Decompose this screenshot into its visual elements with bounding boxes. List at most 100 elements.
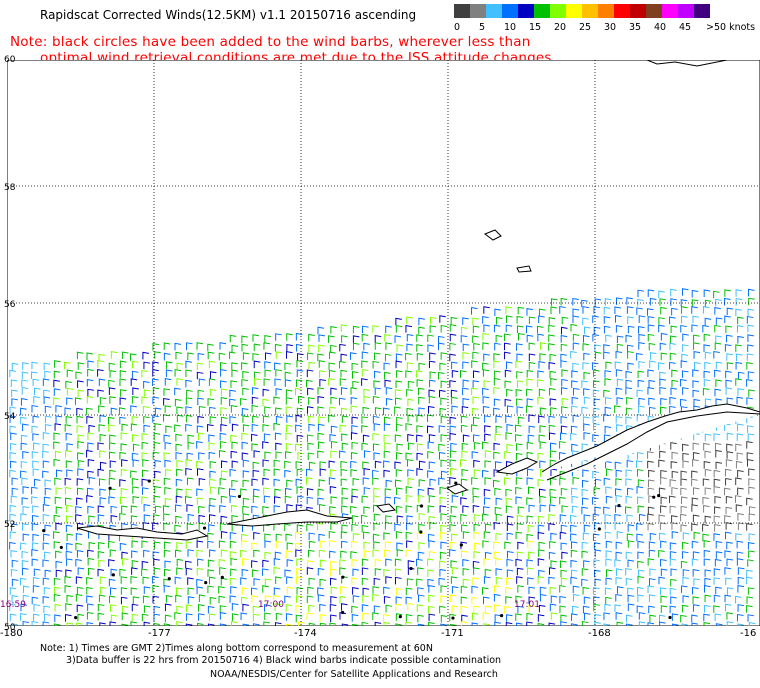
wind-barb <box>275 407 282 416</box>
wind-barb <box>615 478 622 486</box>
wind-barb <box>285 397 293 405</box>
wind-barb <box>274 343 282 352</box>
wind-barb <box>482 441 489 450</box>
wind-barb <box>637 370 645 379</box>
wind-barb <box>713 290 720 299</box>
wind-barb <box>108 540 115 549</box>
wind-barb <box>681 370 689 378</box>
wind-barb <box>582 335 590 343</box>
wind-barb <box>196 540 204 549</box>
wind-barb <box>746 397 753 405</box>
wind-barb <box>483 306 490 314</box>
wind-barb <box>451 495 459 503</box>
wind-barb <box>99 586 107 595</box>
wind-barb <box>350 460 357 469</box>
wind-barb <box>274 362 281 370</box>
wind-barb <box>561 378 568 387</box>
wind-barb <box>231 344 239 353</box>
wind-barb <box>384 442 391 450</box>
wind-barb <box>691 306 698 314</box>
wind-barb <box>308 604 315 613</box>
wind-barb <box>220 368 227 377</box>
wind-barb <box>671 451 679 460</box>
wind-barb <box>691 540 699 549</box>
wind-barb <box>703 549 711 558</box>
wind-barb <box>328 530 336 539</box>
wind-barb <box>87 459 95 467</box>
wind-barb <box>526 388 533 397</box>
wind-barb <box>450 576 458 584</box>
wind-barb <box>550 560 558 568</box>
wind-barb <box>649 614 656 623</box>
wind-barb <box>405 370 412 378</box>
wind-barb <box>209 514 216 522</box>
wind-barb <box>660 352 668 361</box>
wind-barb <box>671 470 679 479</box>
wind-barb <box>693 351 701 359</box>
wind-barb <box>438 443 445 452</box>
wind-barb <box>175 443 183 452</box>
wind-barb <box>119 407 126 415</box>
wind-barb <box>297 495 304 504</box>
wind-barb <box>143 389 151 397</box>
wind-barb <box>185 560 192 569</box>
wind-barb <box>592 362 599 370</box>
contamination-dot <box>454 481 458 485</box>
wind-barb <box>627 594 635 603</box>
wind-barb <box>659 522 667 530</box>
wind-barb <box>581 620 589 626</box>
wind-barb <box>143 514 151 522</box>
wind-barb <box>484 415 491 423</box>
wind-barb <box>484 568 492 577</box>
wind-barb <box>725 387 733 395</box>
wind-barb <box>494 621 501 626</box>
wind-barb <box>660 587 667 595</box>
wind-barb <box>119 542 127 551</box>
wind-barb <box>746 441 753 449</box>
wind-barb <box>439 389 446 398</box>
wind-barb <box>164 459 172 468</box>
wind-barb <box>627 487 634 496</box>
wind-barb <box>615 593 622 602</box>
wind-barb <box>252 623 260 626</box>
wind-barb <box>75 533 83 541</box>
wind-barb <box>581 578 588 587</box>
wind-barb <box>528 414 535 422</box>
wind-barb <box>317 423 325 432</box>
wind-barb <box>746 604 753 613</box>
wind-barb <box>528 361 536 370</box>
wind-barb <box>361 621 369 626</box>
wind-barb <box>187 434 195 443</box>
wind-barb <box>471 477 478 485</box>
wind-barb <box>583 423 590 431</box>
wind-barb <box>208 360 216 369</box>
wind-barb <box>383 569 390 577</box>
wind-barb <box>603 344 610 352</box>
wind-barb <box>110 568 118 577</box>
wind-barb <box>593 423 600 431</box>
wind-barb <box>97 568 105 577</box>
wind-barb <box>504 477 511 485</box>
wind-barb <box>713 577 721 585</box>
wind-barb <box>9 369 16 378</box>
wind-barb <box>418 460 426 469</box>
wind-barb <box>231 504 238 513</box>
wind-barb <box>416 578 423 587</box>
wind-barb <box>638 333 645 342</box>
wind-barb <box>714 324 721 333</box>
wind-barb <box>384 496 392 504</box>
wind-barb <box>439 531 447 540</box>
wind-barb <box>252 415 259 424</box>
wind-barb <box>154 505 162 514</box>
wind-barb <box>460 370 467 378</box>
wind-barb <box>526 621 533 626</box>
wind-barb <box>405 613 413 622</box>
wind-barb <box>152 387 160 395</box>
wind-barb <box>65 524 73 533</box>
wind-barb <box>538 388 546 397</box>
wind-barb <box>603 477 611 486</box>
wind-barb <box>230 586 237 594</box>
wind-barb <box>273 505 281 513</box>
wind-barb <box>10 379 18 387</box>
wind-barb <box>427 578 434 587</box>
